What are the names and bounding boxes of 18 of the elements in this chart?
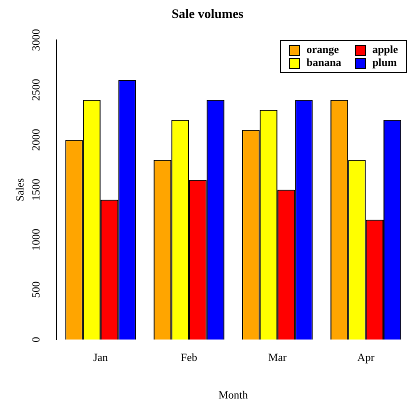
x-tick-label: Apr xyxy=(357,352,375,364)
legend-label: plum xyxy=(372,57,397,69)
y-tick-label: 0 xyxy=(30,336,42,342)
x-tick-label: Jan xyxy=(93,352,108,364)
legend-label: orange xyxy=(306,44,339,56)
legend-label: banana xyxy=(306,57,342,69)
y-tick-label: 500 xyxy=(30,280,42,298)
x-tick-label: Mar xyxy=(268,352,287,364)
x-axis-title: Month xyxy=(218,389,248,402)
y-axis-title: Sales xyxy=(14,178,26,202)
y-tick-label: 1500 xyxy=(30,178,42,201)
y-tick-label: 2500 xyxy=(30,78,42,101)
legend-label: apple xyxy=(372,44,398,56)
y-tick-label: 1000 xyxy=(30,228,42,251)
y-tick-label: 3000 xyxy=(30,28,42,51)
chart-title: Sale volumes xyxy=(170,6,244,22)
x-tick-label: Feb xyxy=(180,352,198,364)
y-tick-label: 2000 xyxy=(30,128,42,151)
